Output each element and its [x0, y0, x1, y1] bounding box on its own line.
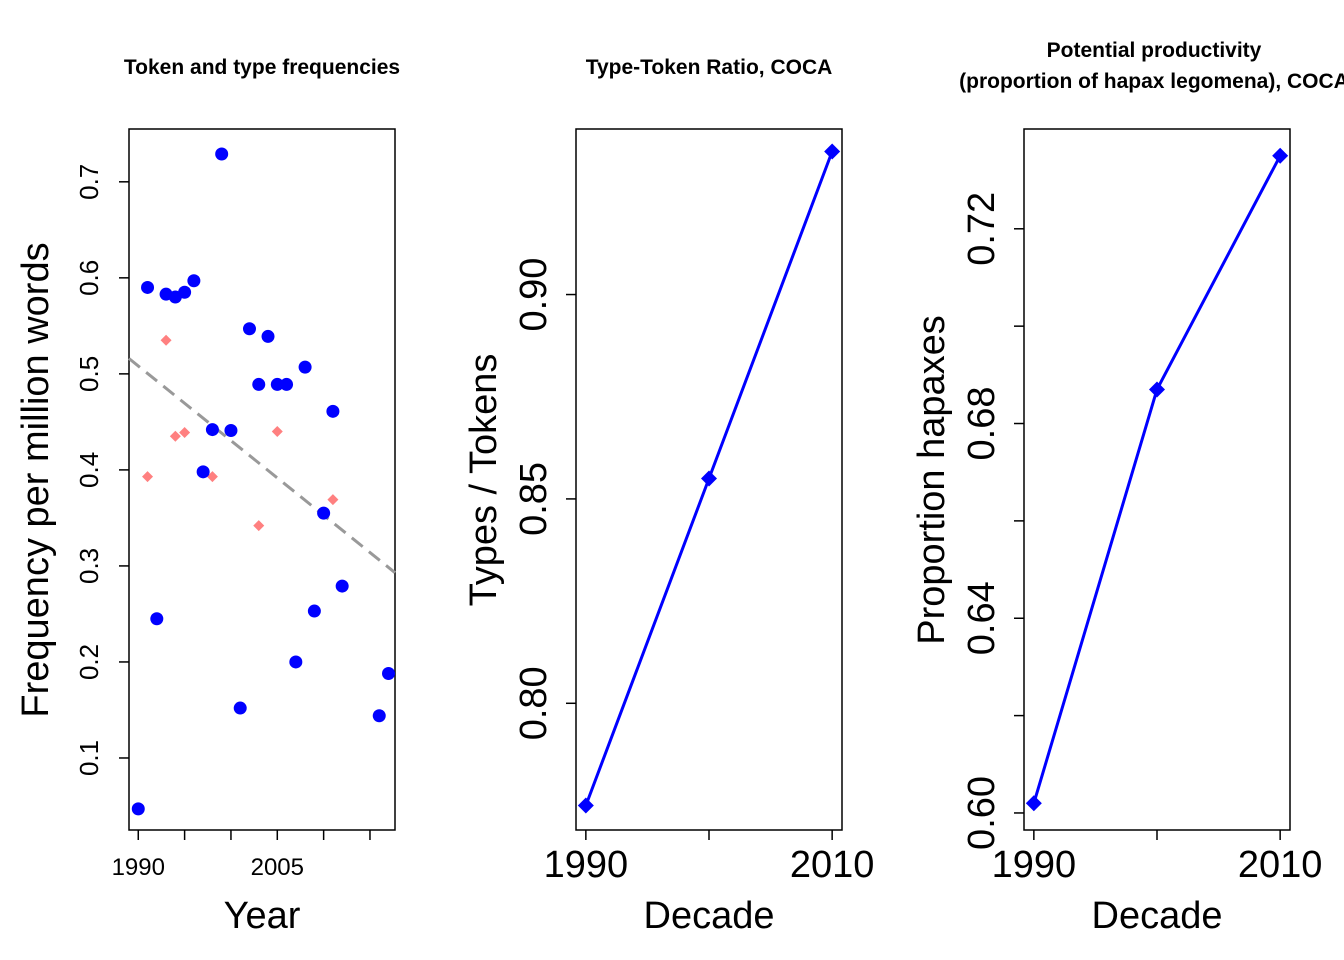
trend-line	[128, 357, 396, 574]
y-tick-label: 0.6	[74, 260, 104, 296]
x-tick-label: 2010	[790, 844, 875, 886]
type-point	[179, 426, 191, 438]
panel-potential-productivity: Potential productivity (proportion of ha…	[911, 39, 1344, 937]
y-tick-label: 0.72	[961, 192, 1003, 266]
token-point	[178, 285, 192, 299]
panel-1-plot-frame	[128, 128, 396, 831]
panel-token-type-frequencies: Token and type frequencies 1990 2005 0.1 0.…	[15, 56, 400, 937]
y-tick-label: 0.85	[513, 462, 555, 536]
token-point	[298, 360, 312, 374]
panel-1-y-axis-label: Frequency per million words	[15, 242, 57, 717]
series-point	[577, 797, 594, 814]
panel-2-y-axis-label: Types / Tokens	[463, 354, 505, 607]
y-tick-label: 0.1	[74, 740, 104, 776]
y-tick-label: 0.4	[74, 452, 104, 488]
panel-2-x-axis-label: Decade	[644, 895, 775, 937]
type-point	[327, 494, 339, 506]
token-point	[307, 604, 321, 618]
y-tick-label: 0.90	[513, 258, 555, 332]
series-line	[1032, 155, 1282, 804]
panel-3-title-line-1: Potential productivity	[1047, 39, 1262, 62]
panel-2-title: Type-Token Ratio, COCA	[586, 56, 833, 79]
token-point	[261, 329, 275, 343]
token-point	[326, 404, 340, 418]
panel-3-x-axis-label: Decade	[1092, 895, 1223, 937]
x-tick-label: 1990	[112, 854, 165, 881]
type-point	[160, 334, 172, 346]
token-point	[141, 280, 155, 294]
token-point	[205, 423, 219, 437]
y-tick-label: 0.5	[74, 356, 104, 392]
y-tick-label: 0.80	[513, 666, 555, 740]
y-tick-label: 0.2	[74, 644, 104, 680]
panel-3-plot-area: 1990 2010 0.60 0.64 0.68 0.72	[961, 147, 1323, 886]
x-tick-label: 1990	[544, 844, 629, 886]
series-point	[1025, 795, 1042, 812]
type-point	[271, 425, 283, 437]
panel-1-plot-area: 1990 2005 0.1 0.2 0.3 0.4 0.5 0.6 0.7	[74, 147, 396, 881]
token-point	[335, 579, 349, 593]
token-point	[242, 322, 256, 336]
token-point	[270, 377, 284, 391]
series-point	[701, 470, 717, 487]
token-point	[317, 506, 331, 520]
x-tick-label: 2010	[1238, 844, 1323, 886]
type-point	[142, 471, 154, 483]
y-tick-label: 0.3	[74, 548, 104, 584]
series-point	[1272, 147, 1289, 164]
y-tick-label: 0.68	[961, 387, 1003, 461]
x-tick-label: 2005	[251, 854, 304, 881]
token-point	[150, 612, 164, 626]
type-point	[169, 430, 181, 442]
y-tick-label: 0.7	[74, 164, 104, 200]
panel-3-title-line-2: (proportion of hapax legomena), COCA	[959, 70, 1344, 93]
panel-1-title: Token and type frequencies	[124, 56, 400, 79]
y-tick-label: 0.60	[961, 776, 1003, 850]
token-point	[382, 666, 396, 680]
token-point	[187, 274, 201, 288]
panel-3-plot-frame	[1023, 128, 1291, 831]
panel-3-y-axis-label: Proportion hapaxes	[911, 315, 953, 645]
x-tick-label: 1990	[992, 844, 1077, 886]
panel-type-token-ratio: Type-Token Ratio, COCA 1990 2010 0.80 0.85 0…	[463, 56, 874, 937]
y-tick-label: 0.64	[961, 581, 1003, 655]
token-point	[131, 802, 145, 816]
token-point	[280, 377, 294, 391]
token-point	[215, 147, 229, 161]
token-point	[252, 377, 266, 391]
panel-2-plot-area: 1990 2010 0.80 0.85 0.90	[513, 143, 874, 886]
series-point	[1149, 381, 1165, 398]
token-point	[289, 655, 303, 669]
token-point	[233, 701, 247, 715]
token-point	[372, 709, 386, 723]
panel-1-x-axis-label: Year	[224, 895, 301, 937]
type-point	[253, 520, 265, 532]
series-point	[824, 143, 841, 160]
token-point	[224, 424, 238, 438]
type-point	[206, 471, 218, 483]
token-point	[196, 465, 210, 479]
